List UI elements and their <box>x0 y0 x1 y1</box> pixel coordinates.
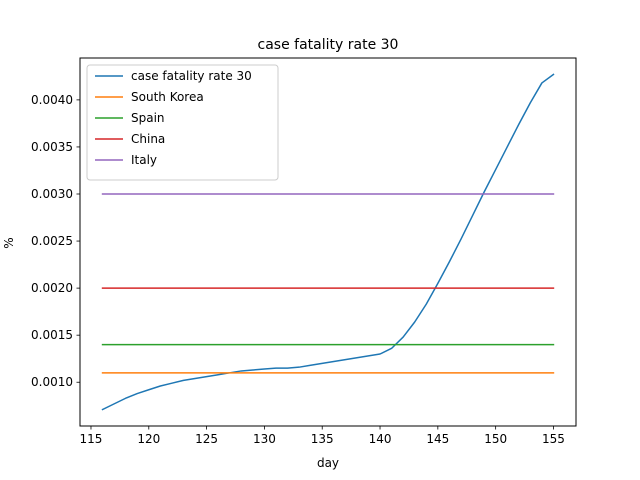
x-tick-label: 115 <box>80 432 103 446</box>
x-tick-label: 120 <box>137 432 160 446</box>
legend-label: China <box>131 132 165 146</box>
x-tick-label: 150 <box>484 432 507 446</box>
x-tick-label: 140 <box>369 432 392 446</box>
legend-label: case fatality rate 30 <box>131 69 252 83</box>
x-tick-label: 130 <box>253 432 276 446</box>
plot-lines <box>101 73 555 411</box>
chart-title: case fatality rate 30 <box>258 37 399 53</box>
y-tick-label: 0.0025 <box>31 234 73 248</box>
legend-box <box>86 64 279 181</box>
y-tick-label: 0.0040 <box>31 93 73 107</box>
y-tick-label: 0.0010 <box>31 375 73 389</box>
legend-label: Italy <box>131 153 157 167</box>
x-axis-label: day <box>317 456 339 470</box>
x-tick-label: 155 <box>542 432 565 446</box>
legend-label: Spain <box>131 111 165 125</box>
x-tick-label: 145 <box>426 432 449 446</box>
legend-label: South Korea <box>131 90 204 104</box>
plot-frame <box>79 57 577 427</box>
series-line-0 <box>101 73 555 411</box>
y-axis-label: % <box>2 237 16 248</box>
y-tick-label: 0.0035 <box>31 140 73 154</box>
y-tick-label: 0.0015 <box>31 328 73 342</box>
legend: case fatality rate 30 South Korea Spain Chi… <box>86 64 279 181</box>
y-tick-label: 0.0020 <box>31 281 73 295</box>
x-tick-label: 135 <box>311 432 334 446</box>
x-tick-label: 125 <box>195 432 218 446</box>
axis-ticks: 115 120 125 130 135 140 145 150 155 0.0010 0.0015 0… <box>31 93 565 446</box>
y-tick-label: 0.0030 <box>31 187 73 201</box>
